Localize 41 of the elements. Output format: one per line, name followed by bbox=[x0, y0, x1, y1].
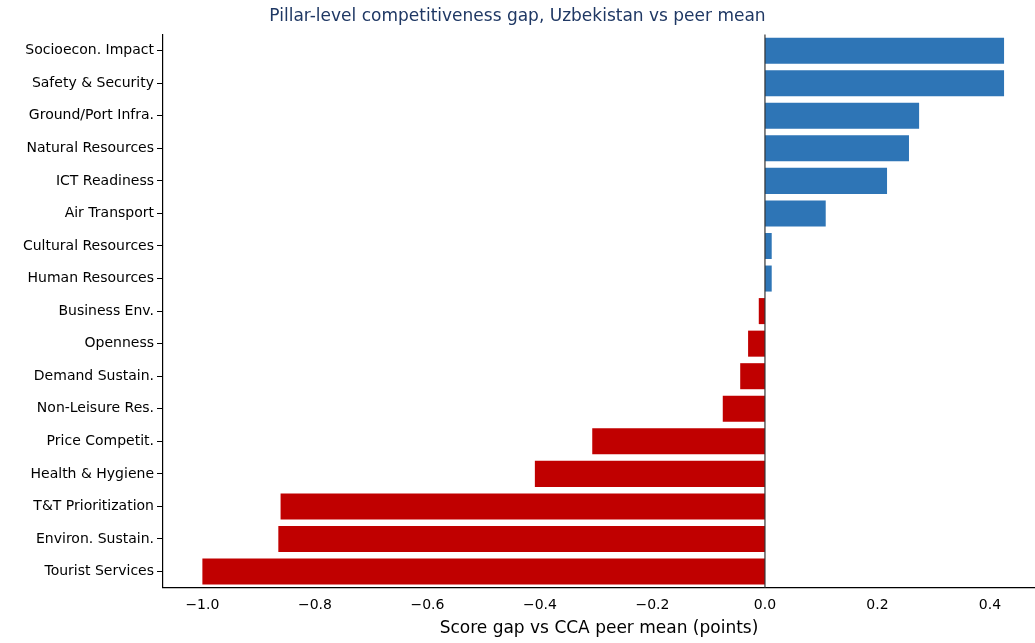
bar bbox=[764, 167, 888, 194]
y-tick-label: Human Resources bbox=[27, 269, 154, 286]
bar bbox=[280, 493, 765, 520]
y-tick-label: ICT Readiness bbox=[55, 171, 154, 188]
y-tick-label: Tourist Services bbox=[43, 562, 154, 579]
x-axis-title: Score gap vs CCA peer mean (points) bbox=[439, 617, 759, 638]
bar bbox=[722, 395, 765, 422]
y-tick-label: Cultural Resources bbox=[22, 236, 154, 253]
x-tick-label: −1.0 bbox=[185, 595, 220, 612]
bar bbox=[764, 102, 920, 129]
x-tick-label: −0.4 bbox=[522, 595, 558, 612]
bar bbox=[764, 37, 1005, 64]
bar bbox=[740, 363, 765, 390]
y-tick-label: T&T Prioritization bbox=[32, 497, 154, 514]
bar bbox=[748, 330, 765, 357]
bar bbox=[278, 525, 765, 552]
y-tick-label: Air Transport bbox=[64, 204, 155, 221]
y-tick-label: Natural Resources bbox=[26, 138, 154, 155]
y-tick-label: Ground/Port Infra. bbox=[28, 106, 154, 123]
bar bbox=[202, 558, 765, 585]
bar bbox=[764, 200, 826, 227]
y-tick-label: Socioecon. Impact bbox=[25, 41, 155, 58]
y-tick-label: Environ. Sustain. bbox=[35, 529, 154, 546]
y-tick-label: Demand Sustain. bbox=[33, 366, 154, 383]
x-tick-label: 0.0 bbox=[753, 595, 777, 612]
bar bbox=[592, 428, 765, 455]
y-tick-label: Health & Hygiene bbox=[30, 464, 154, 481]
y-tick-label: Openness bbox=[84, 334, 154, 351]
x-tick-label: 0.2 bbox=[866, 595, 889, 612]
y-tick-label: Price Competit. bbox=[46, 431, 154, 448]
y-tick-label: Business Env. bbox=[58, 301, 154, 318]
bar bbox=[764, 135, 909, 162]
chart-title: Pillar-level competitiveness gap, Uzbekistan vs peer mean bbox=[269, 4, 766, 25]
x-tick-label: 0.4 bbox=[978, 595, 1002, 612]
x-tick-label: −0.8 bbox=[297, 595, 332, 612]
x-tick-label: −0.2 bbox=[635, 595, 670, 612]
bar bbox=[764, 70, 1005, 97]
bar bbox=[534, 460, 765, 487]
y-tick-label: Safety & Security bbox=[31, 73, 154, 90]
y-tick-label: Non-Leisure Res. bbox=[36, 399, 154, 416]
x-tick-label: −0.6 bbox=[410, 595, 445, 612]
